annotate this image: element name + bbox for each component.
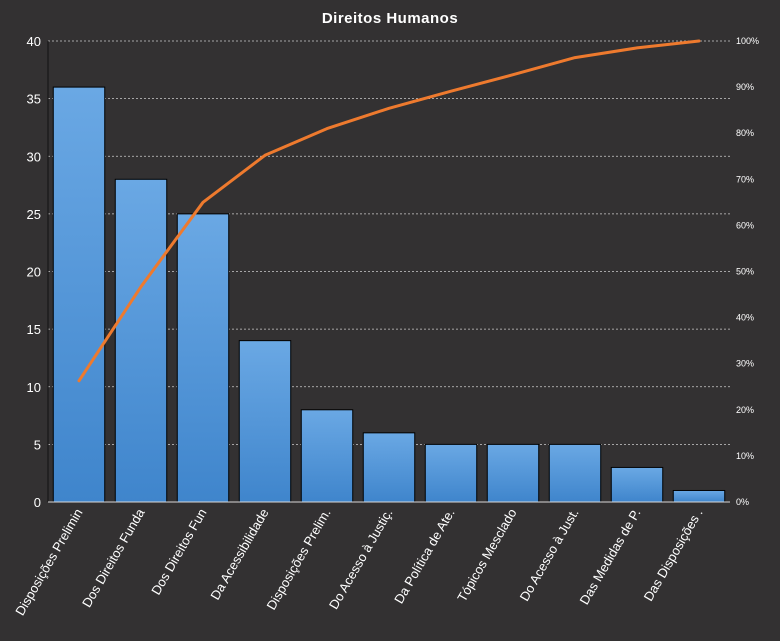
y-tick-label: 15 bbox=[27, 322, 41, 337]
x-tick-label: Disposições Prelimin bbox=[12, 506, 85, 618]
y-tick-label: 20 bbox=[27, 265, 41, 280]
x-tick-label: Tópicos Mesclado bbox=[454, 506, 519, 604]
x-tick-label: Das Medidas de P. bbox=[577, 506, 644, 607]
x-tick-label: Do Acesso à Justiç. bbox=[326, 506, 396, 612]
x-tick-label: Das Disposições . bbox=[641, 506, 706, 604]
y-axis-right: 0% 10% 20% 30% 40% 50% 60% 70% 80% 90% 100% bbox=[736, 36, 759, 507]
bar bbox=[238, 340, 292, 503]
y2-tick-label: 0% bbox=[736, 497, 749, 507]
y2-tick-label: 30% bbox=[736, 359, 754, 369]
bar bbox=[114, 178, 168, 503]
bar bbox=[610, 466, 664, 503]
bar bbox=[548, 443, 602, 503]
y-axis-left: 0 5 10 15 20 25 30 35 40 bbox=[27, 34, 49, 510]
bar bbox=[52, 86, 106, 503]
x-tick-label: Dos Direitos Funda bbox=[79, 505, 148, 610]
bars bbox=[52, 86, 726, 503]
y2-tick-label: 80% bbox=[736, 128, 754, 138]
y2-tick-label: 70% bbox=[736, 174, 754, 184]
bar bbox=[424, 443, 478, 503]
cumulative-line bbox=[77, 39, 701, 383]
bar bbox=[176, 213, 230, 503]
x-tick-label: Da Acessibilidade bbox=[207, 506, 271, 602]
y2-tick-label: 50% bbox=[736, 267, 754, 277]
x-tick-label: Do Acesso à Just. bbox=[517, 506, 582, 604]
y-tick-label: 0 bbox=[34, 495, 41, 510]
y-tick-label: 10 bbox=[27, 380, 41, 395]
y-tick-label: 5 bbox=[34, 437, 41, 452]
cumulative-line-layer bbox=[77, 39, 701, 383]
y2-tick-label: 10% bbox=[736, 451, 754, 461]
y2-tick-label: 40% bbox=[736, 313, 754, 323]
bar bbox=[362, 432, 416, 503]
y-tick-label: 35 bbox=[27, 92, 41, 107]
y-tick-label: 30 bbox=[27, 149, 41, 164]
y-tick-label: 40 bbox=[27, 34, 41, 49]
y-tick-label: 25 bbox=[27, 207, 41, 222]
y2-tick-label: 90% bbox=[736, 82, 754, 92]
y2-tick-label: 100% bbox=[736, 36, 759, 46]
x-tick-label: Da Política de Ate. bbox=[391, 506, 457, 606]
x-tick-label: Disposições Prelim. bbox=[264, 506, 334, 612]
chart-title: Direitos Humanos bbox=[322, 10, 458, 27]
y2-tick-label: 20% bbox=[736, 405, 754, 415]
y2-tick-label: 60% bbox=[736, 220, 754, 230]
bar bbox=[300, 409, 354, 503]
bar bbox=[486, 443, 540, 503]
x-tick-label: Dos Direitos Fun bbox=[148, 506, 209, 597]
bar bbox=[672, 489, 726, 503]
